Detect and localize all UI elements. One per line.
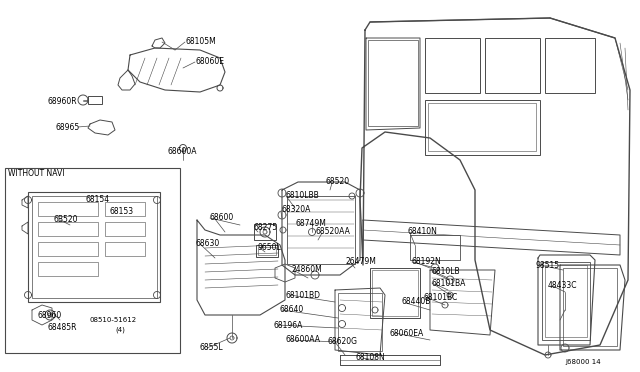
Text: 48433C: 48433C: [548, 280, 577, 289]
Text: 6B520: 6B520: [54, 215, 79, 224]
Bar: [542, 262, 590, 340]
Bar: [368, 40, 418, 126]
Bar: [338, 293, 382, 351]
Text: 6810LBB: 6810LBB: [286, 192, 320, 201]
Bar: [105, 242, 145, 256]
Text: (4): (4): [115, 327, 125, 333]
Text: 68108N: 68108N: [355, 353, 385, 362]
Text: 68192N: 68192N: [412, 257, 442, 266]
Text: 24860M: 24860M: [291, 266, 322, 275]
Text: 68154: 68154: [85, 195, 109, 203]
Bar: [38, 242, 98, 256]
Bar: [5, 168, 180, 353]
Bar: [38, 262, 98, 276]
Text: WITHOUT NAVI: WITHOUT NAVI: [8, 169, 65, 177]
Text: J68000 14: J68000 14: [565, 359, 600, 365]
Text: 68600A: 68600A: [167, 147, 196, 155]
Text: 98515: 98515: [535, 260, 559, 269]
Text: 68620G: 68620G: [328, 337, 358, 346]
Bar: [105, 202, 145, 216]
Text: 68485R: 68485R: [48, 324, 77, 333]
Bar: [28, 192, 160, 302]
Bar: [372, 270, 418, 316]
Text: 6855L: 6855L: [200, 343, 223, 353]
Text: 68440B: 68440B: [402, 298, 431, 307]
Text: 68101BA: 68101BA: [432, 279, 467, 288]
Text: 68630: 68630: [196, 238, 220, 247]
Text: 68520: 68520: [325, 177, 349, 186]
Text: 68640: 68640: [279, 305, 303, 314]
Text: 68960: 68960: [38, 311, 62, 320]
Bar: [545, 38, 595, 93]
Text: 26479M: 26479M: [346, 257, 377, 266]
Bar: [563, 268, 617, 346]
Text: 08510-51612: 08510-51612: [90, 317, 137, 323]
Bar: [88, 96, 102, 104]
Text: 68153: 68153: [110, 208, 134, 217]
Text: 68965: 68965: [55, 122, 79, 131]
Bar: [254, 224, 276, 240]
Text: 68960R: 68960R: [48, 96, 77, 106]
Text: 68105M: 68105M: [185, 38, 216, 46]
Bar: [287, 196, 355, 264]
Text: 6810LB: 6810LB: [432, 267, 461, 276]
Text: 68060E: 68060E: [195, 58, 224, 67]
Text: 68600AA: 68600AA: [285, 336, 320, 344]
Bar: [32, 196, 157, 298]
Bar: [105, 222, 145, 236]
Bar: [428, 103, 536, 151]
Text: 68520AA: 68520AA: [315, 228, 350, 237]
Text: 68600: 68600: [210, 214, 234, 222]
Bar: [425, 38, 480, 93]
Bar: [485, 38, 540, 93]
Bar: [38, 202, 98, 216]
Text: 68101BC: 68101BC: [424, 294, 458, 302]
Text: 68749M: 68749M: [295, 218, 326, 228]
Text: 9650L: 9650L: [258, 244, 282, 253]
Text: 68275: 68275: [253, 224, 277, 232]
Bar: [545, 265, 587, 337]
Bar: [38, 222, 98, 236]
Text: 68320A: 68320A: [281, 205, 310, 215]
Bar: [256, 245, 278, 257]
Bar: [258, 247, 276, 255]
Bar: [425, 100, 540, 155]
Text: 68196A: 68196A: [274, 321, 303, 330]
Text: 68101BD: 68101BD: [285, 291, 320, 299]
Text: 68410N: 68410N: [408, 228, 438, 237]
Text: 68060EA: 68060EA: [390, 328, 424, 337]
Bar: [370, 268, 420, 318]
